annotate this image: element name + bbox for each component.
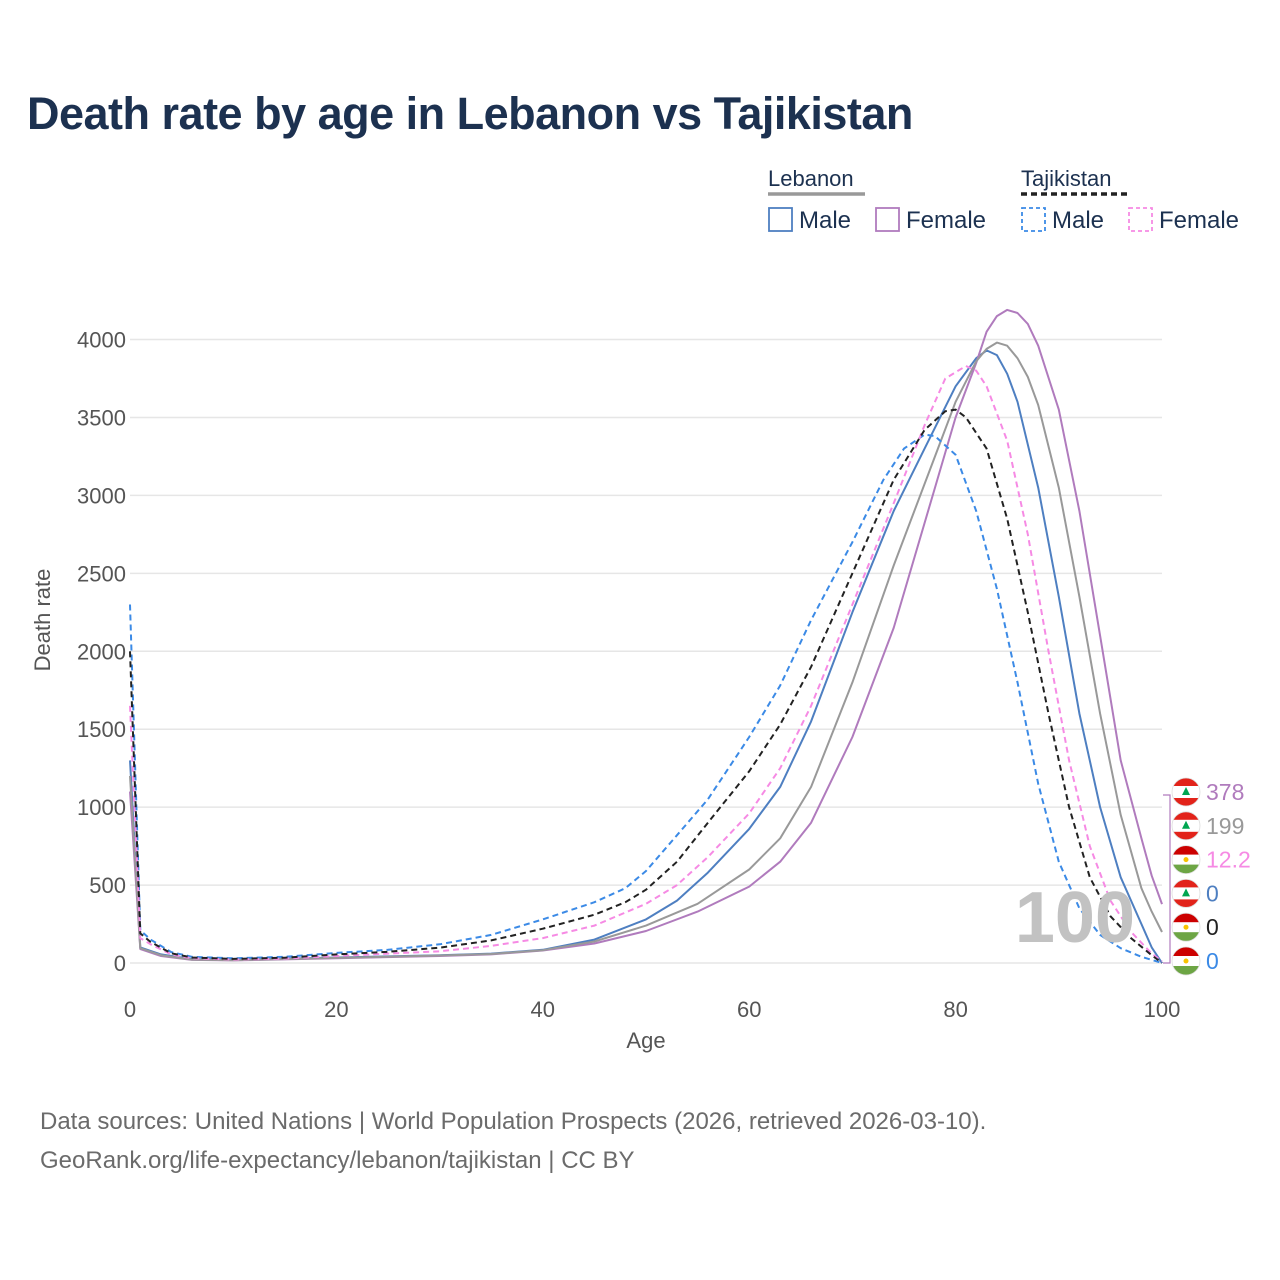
lebanon-flag-icon [1171, 777, 1201, 807]
y-tick-label: 3500 [77, 405, 126, 430]
series-line-lebanon-total [129, 341, 1163, 962]
source-text: Data sources: United Nations | World Pop… [40, 1108, 987, 1135]
x-tick-label: 60 [737, 997, 761, 1022]
end-label-value: 0 [1206, 948, 1219, 974]
end-label-value: 0 [1206, 914, 1219, 940]
lebanon-flag-icon [1171, 811, 1201, 841]
end-label-value: 378 [1206, 779, 1244, 805]
end-labels: 378 199 12.2 0 0 0 [1163, 777, 1251, 976]
series-line-tajikistan-female [129, 365, 1163, 962]
x-axis-label: Age [626, 1028, 665, 1053]
series-layer [129, 308, 1163, 964]
legend: Lebanon Male Female Tajikistan Male Female [768, 166, 1239, 234]
y-tick-label: 3000 [77, 483, 126, 508]
legend-item-label[interactable]: Female [906, 207, 986, 234]
y-tick-label: 2500 [77, 561, 126, 586]
y-tick-label: 4000 [77, 328, 126, 353]
tajikistan-flag-icon [1171, 912, 1201, 942]
chart-title: Death rate by age in Lebanon vs Tajikist… [27, 88, 913, 139]
end-label-value: 199 [1206, 813, 1244, 839]
legend-swatch[interactable] [768, 207, 793, 232]
x-tick-label: 100 [1144, 997, 1181, 1022]
end-label-value: 12.2 [1206, 847, 1251, 873]
legend-group-title: Lebanon [768, 166, 854, 191]
age-watermark: 100 [1015, 878, 1135, 958]
y-tick-label: 1000 [77, 795, 126, 820]
y-axis-label: Death rate [30, 569, 55, 672]
end-label-bracket [1163, 794, 1171, 964]
end-label-value: 0 [1206, 880, 1219, 906]
legend-swatch[interactable] [1021, 207, 1046, 232]
legend-swatch[interactable] [1128, 207, 1153, 232]
legend-item-label[interactable]: Female [1159, 207, 1239, 234]
x-tick-label: 0 [124, 997, 136, 1022]
legend-item-label[interactable]: Male [799, 207, 851, 234]
y-tick-label: 0 [114, 951, 126, 976]
source-link[interactable]: GeoRank.org/life-expectancy/lebanon/taji… [40, 1147, 635, 1174]
tajikistan-flag-icon [1171, 845, 1201, 874]
legend-item-label[interactable]: Male [1052, 207, 1104, 234]
lebanon-flag-icon [1171, 879, 1201, 908]
axes: 0 500 1000 1500 2000 2500 3000 3500 4000 0 20 40 60 8… [30, 328, 1180, 1054]
legend-group-title: Tajikistan [1021, 166, 1111, 191]
series-line-tajikistan-male [129, 433, 1163, 964]
y-tick-label: 500 [89, 873, 126, 898]
x-tick-label: 80 [943, 997, 967, 1022]
grid-lines [130, 338, 1162, 964]
legend-swatch[interactable] [875, 207, 900, 232]
y-tick-label: 1500 [77, 717, 126, 742]
tajikistan-flag-icon [1171, 946, 1201, 976]
y-tick-label: 2000 [77, 639, 126, 664]
series-line-tajikistan-total [129, 408, 1163, 964]
x-tick-label: 40 [531, 997, 555, 1022]
x-tick-label: 20 [324, 997, 348, 1022]
